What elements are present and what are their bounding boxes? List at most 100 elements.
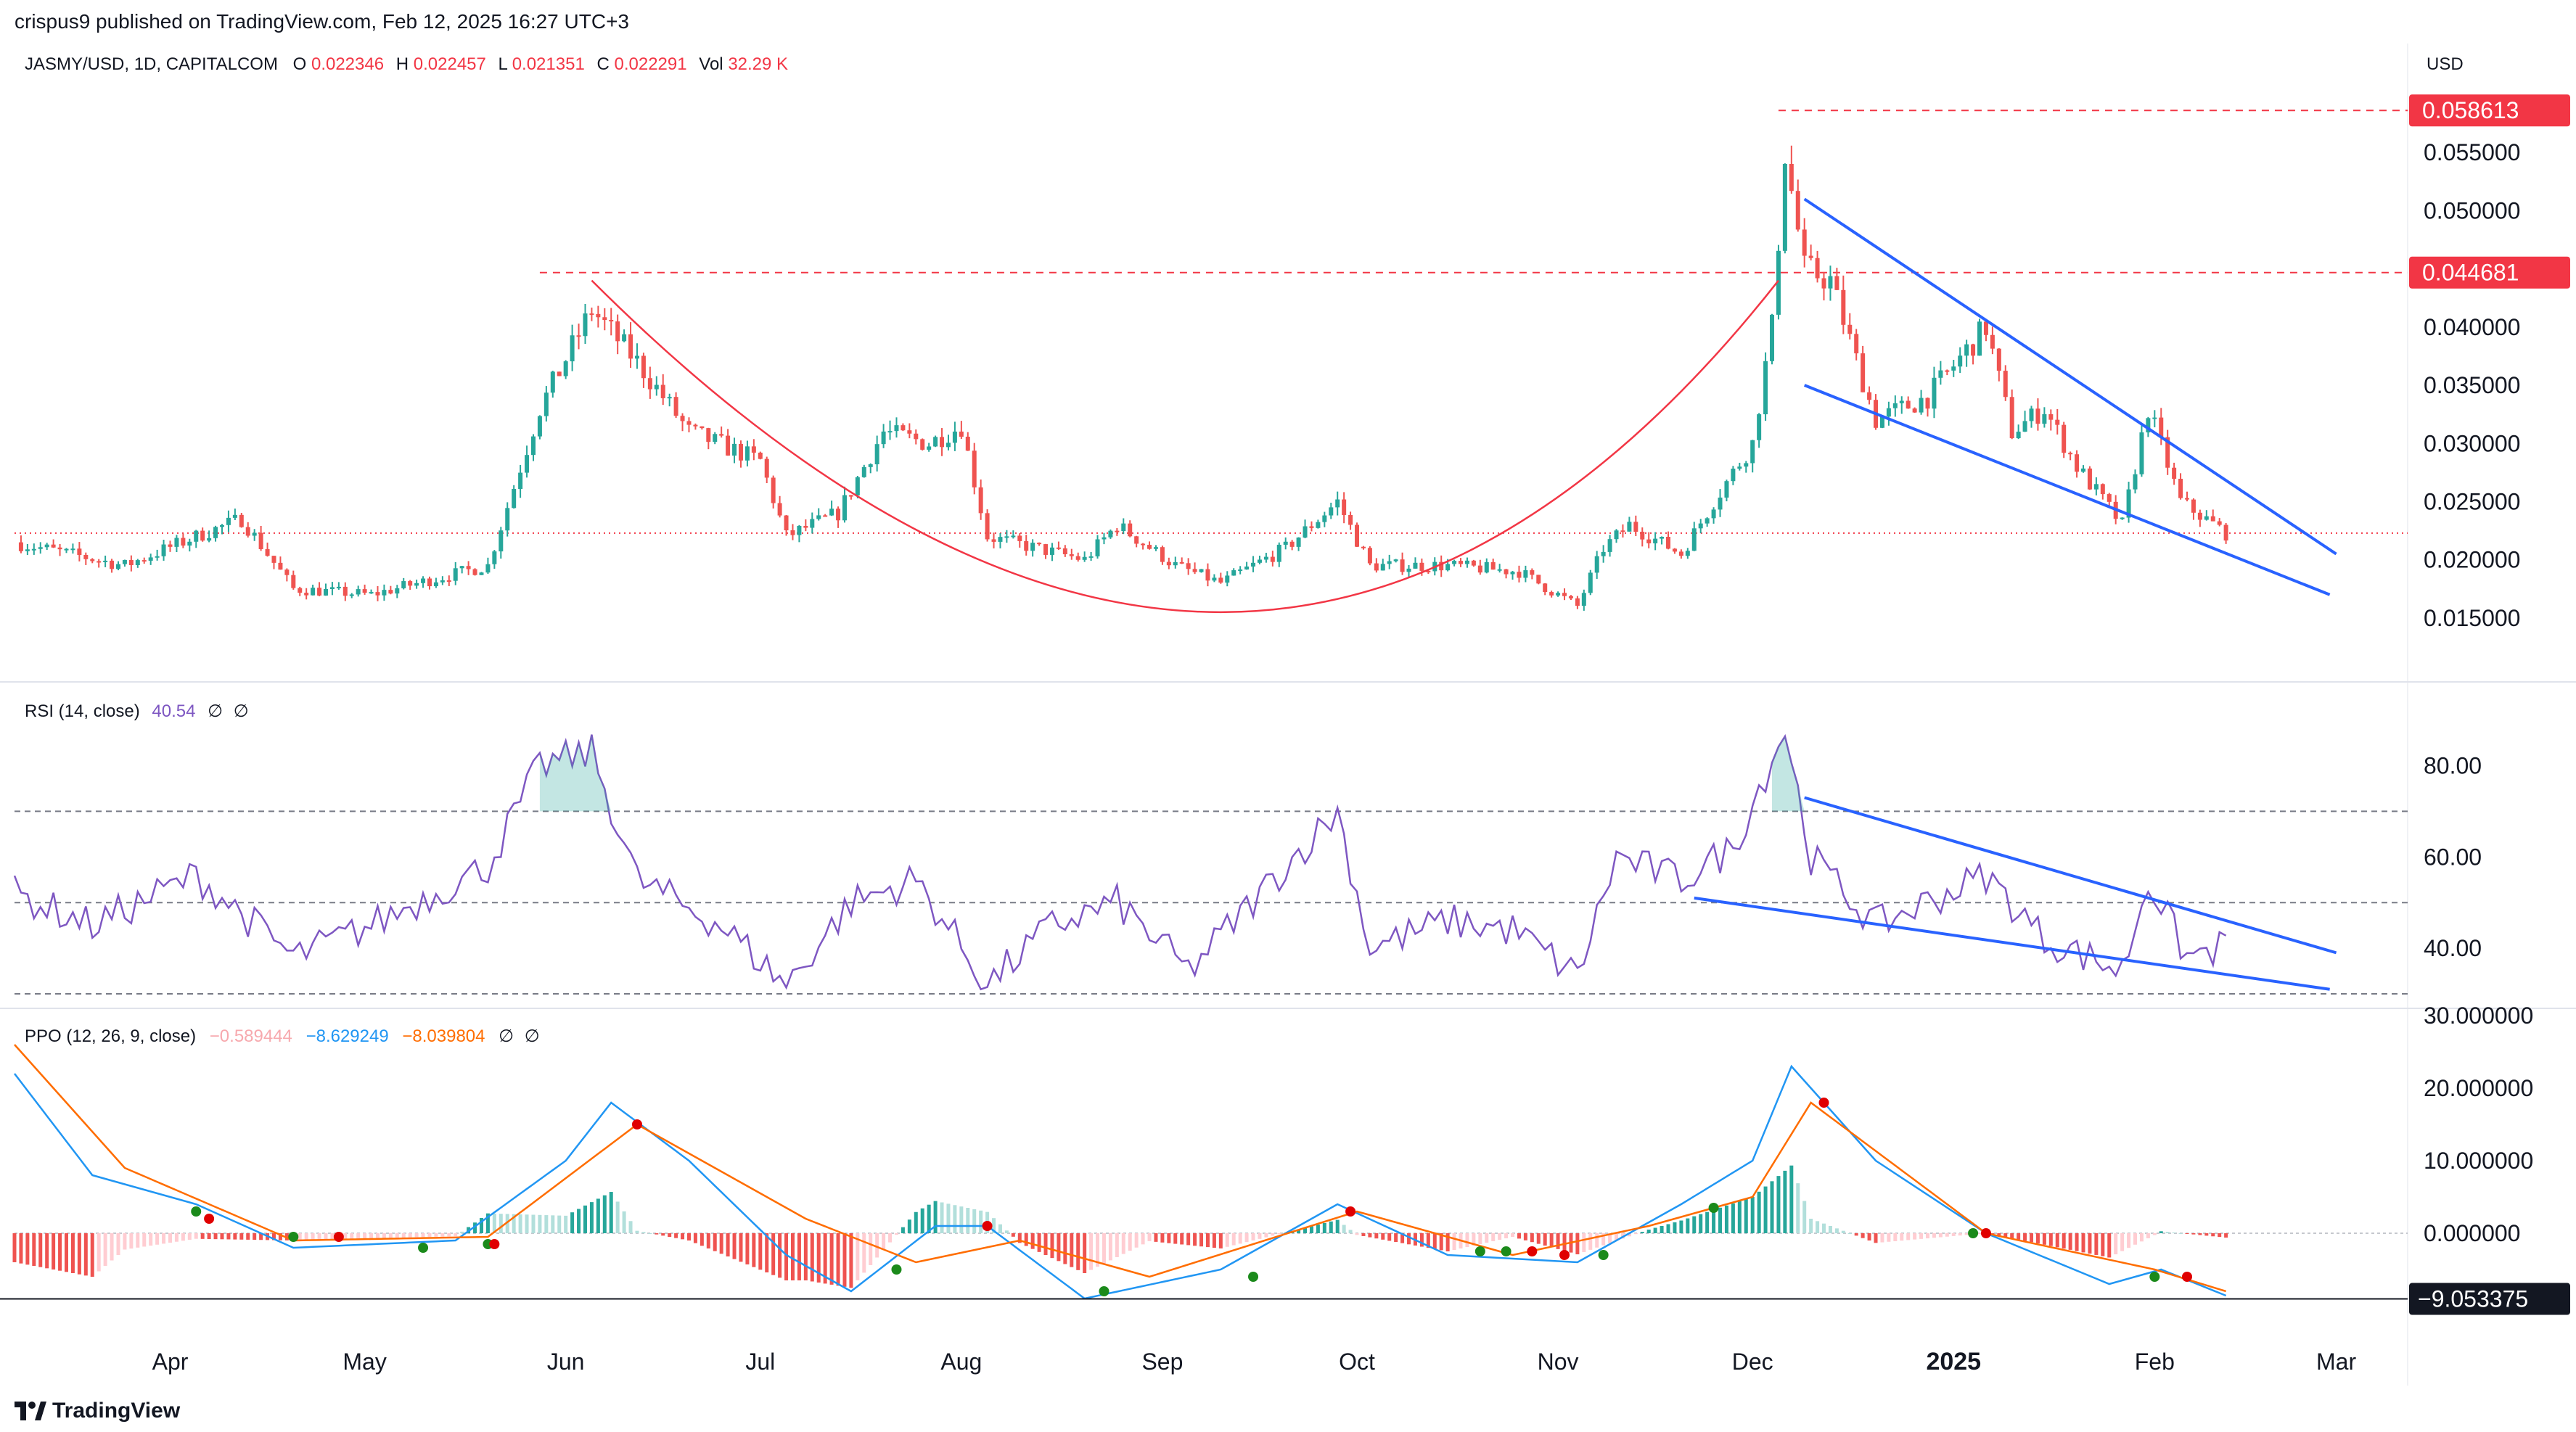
candle-down xyxy=(719,434,724,436)
rsi-pane[interactable]: 80.00 60.00 40.00 xyxy=(13,733,2482,995)
ppo-histogram-bar xyxy=(1173,1233,1178,1244)
candle-up xyxy=(382,590,387,596)
ppo-histogram-bar xyxy=(745,1233,750,1264)
candle-down xyxy=(940,437,945,448)
candle-down xyxy=(2159,417,2164,437)
candle-down xyxy=(1646,539,1652,543)
ppo-histogram-bar xyxy=(2088,1233,2092,1254)
ppo-histogram-bar xyxy=(369,1233,374,1239)
candle-up xyxy=(894,425,899,432)
candle-up xyxy=(1387,561,1392,564)
ppo-bearish-cross-dot xyxy=(333,1232,344,1242)
candle-up xyxy=(1698,523,1703,529)
candle-down xyxy=(738,443,743,461)
ppo-histogram-bar xyxy=(1309,1226,1313,1233)
ppo-histogram-bar xyxy=(1809,1219,1813,1233)
candle-up xyxy=(2042,413,2047,424)
candle-down xyxy=(258,532,263,549)
candle-up xyxy=(1938,370,1943,378)
candle-up xyxy=(1049,547,1054,555)
time-tick-label: Mar xyxy=(2316,1349,2356,1375)
ppo-bearish-cross-dot xyxy=(982,1221,993,1231)
candle-down xyxy=(1789,163,1794,192)
candle-down xyxy=(1205,569,1210,581)
candle-down xyxy=(1186,563,1191,569)
ppo-histogram-bar xyxy=(778,1233,782,1278)
candle-down xyxy=(1575,598,1580,606)
ppo-bearish-cross-dot xyxy=(1345,1206,1356,1217)
candle-up xyxy=(2133,474,2138,490)
candle-up xyxy=(1556,593,1561,596)
candle-down xyxy=(647,378,652,390)
ppo-histogram-bar xyxy=(1057,1233,1061,1262)
ppo-histogram-bar xyxy=(259,1233,263,1240)
ppo-histogram-bar xyxy=(706,1233,710,1248)
rsi-value: 40.54 xyxy=(152,701,195,721)
ppo-histogram-bar xyxy=(1802,1201,1807,1233)
candle-up xyxy=(933,437,938,447)
candle-up xyxy=(667,397,672,399)
ppo-histogram-bar xyxy=(648,1233,652,1234)
candle-down xyxy=(1802,229,1807,256)
ppo-histogram-bar xyxy=(1536,1233,1541,1244)
ppo-histogram-bar xyxy=(207,1233,211,1239)
ppo-histogram-bar xyxy=(1387,1233,1392,1241)
rsi-tick-label: 80.00 xyxy=(2424,752,2482,778)
ppo-last-value-text: −9.053375 xyxy=(2418,1286,2528,1312)
candle-up xyxy=(1212,577,1217,581)
cup-curve xyxy=(591,279,1779,613)
ppo-histogram-bar xyxy=(1491,1233,1496,1241)
ppo-histogram-bar xyxy=(77,1233,81,1275)
ppo-histogram-bar xyxy=(1439,1233,1443,1251)
price-tick-label: 0.020000 xyxy=(2424,547,2520,573)
candle-down xyxy=(1361,546,1366,548)
candle-down xyxy=(408,581,413,586)
candle-up xyxy=(512,489,517,509)
ppo-histogram-bar xyxy=(213,1233,218,1240)
ppo-histogram-bar xyxy=(1523,1233,1527,1240)
candle-down xyxy=(141,560,147,562)
ppo-histogram-bar xyxy=(1770,1181,1774,1233)
ppo-histogram-bar xyxy=(1847,1233,1852,1234)
ppo-histogram-bar xyxy=(1231,1233,1236,1246)
candle-up xyxy=(998,537,1003,542)
price-pane[interactable]: 0.055000 0.050000 0.040000 0.035000 0.030000… xyxy=(15,94,2570,631)
ppo-bearish-cross-dot xyxy=(1818,1098,1829,1108)
candle-up xyxy=(187,541,192,546)
ppo-histogram-bar xyxy=(2204,1233,2209,1236)
ppo-pane[interactable]: 30.000000 20.000000 10.000000 0.000000 −9.05… xyxy=(0,1003,2570,1315)
ppo-histogram-bar xyxy=(1861,1233,1865,1238)
candle-up xyxy=(861,466,866,477)
candle-down xyxy=(1912,408,1917,413)
candle-up xyxy=(1886,408,1891,417)
time-axis[interactable]: Apr May Jun Jul Aug Sep Oct Nov Dec 2025 Feb Mar xyxy=(152,1348,2357,1375)
ppo-histogram-bar xyxy=(518,1214,522,1233)
ppo-histogram-bar xyxy=(83,1233,88,1276)
candle-up xyxy=(155,556,160,558)
candle-down xyxy=(1147,545,1152,549)
ppo-histogram-bar xyxy=(1394,1233,1398,1243)
candle-down xyxy=(245,527,250,536)
ppo-histogram-bar xyxy=(992,1218,996,1233)
ppo-histogram-bar xyxy=(123,1233,127,1250)
candle-up xyxy=(2120,517,2125,519)
candle-up xyxy=(1932,377,1937,409)
price-tick-label: 0.055000 xyxy=(2424,139,2520,165)
ppo-histogram-bar xyxy=(2114,1233,2118,1255)
ppo-histogram-bar xyxy=(1030,1233,1035,1249)
ppo-histogram-bar xyxy=(1160,1233,1165,1243)
ppo-histogram-bar xyxy=(856,1233,860,1280)
time-tick-label: 2025 xyxy=(1926,1348,1981,1375)
ppo-histogram-bar xyxy=(1653,1227,1657,1233)
ppo-histogram-bar xyxy=(116,1233,120,1255)
ppo-bullish-cross-dot xyxy=(891,1264,902,1275)
ppo-histogram-bar xyxy=(674,1233,678,1238)
candle-down xyxy=(128,560,134,566)
ppo-histogram-bar xyxy=(226,1233,231,1240)
candle-up xyxy=(161,544,166,556)
candle-down xyxy=(1309,526,1314,528)
candle-down xyxy=(1678,551,1683,556)
candle-up xyxy=(2093,484,2099,490)
ppo-histogram-bar xyxy=(200,1233,205,1239)
